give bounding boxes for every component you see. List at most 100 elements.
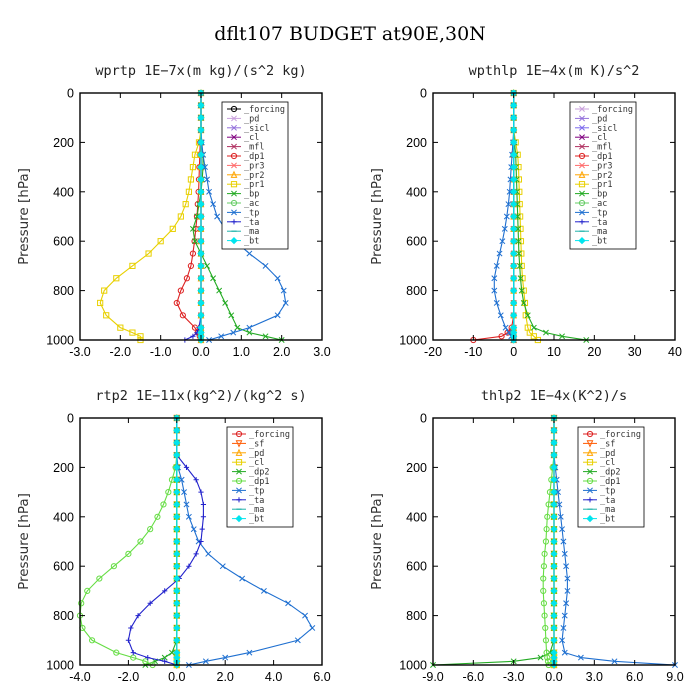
data-point	[197, 299, 205, 307]
legend-entry: _tp	[600, 486, 615, 496]
data-point	[510, 188, 518, 196]
x-tick-label: -2.0	[110, 345, 132, 359]
legend-marker	[230, 236, 238, 245]
legend-entry: _pd	[249, 449, 264, 459]
data-point	[205, 550, 212, 557]
y-tick-label: 200	[406, 136, 427, 150]
data-point	[559, 526, 566, 533]
x-tick-label: 4.0	[265, 670, 282, 684]
legend-entry: _pr1	[244, 180, 264, 190]
data-point	[561, 649, 568, 656]
y-tick-label: 400	[53, 185, 74, 199]
x-tick-label: 0	[510, 345, 517, 359]
data-point	[550, 451, 558, 459]
data-point	[309, 624, 316, 631]
data-point	[189, 250, 197, 257]
legend-entry: _tp	[249, 486, 264, 496]
data-point	[197, 311, 205, 319]
data-point	[157, 238, 164, 245]
legend-entry: _sf	[600, 439, 615, 449]
legend-marker	[231, 115, 237, 122]
legend-entry: _forcing	[244, 105, 285, 115]
legend-marker	[578, 181, 586, 188]
data-point	[101, 287, 108, 294]
legend-marker	[235, 459, 243, 466]
legend-entry: _ma	[592, 227, 607, 237]
data-point	[510, 114, 518, 122]
data-point	[493, 299, 500, 306]
data-point	[222, 654, 229, 661]
data-point	[517, 275, 524, 282]
legend-entry: _mfl	[592, 143, 612, 153]
data-point	[510, 249, 518, 258]
legend-entry: _dp2	[249, 468, 269, 478]
data-point	[537, 654, 544, 661]
legend-marker	[579, 124, 585, 131]
data-point	[561, 550, 568, 557]
legend-entry: _forcing	[249, 430, 290, 440]
y-tick-label: 0	[420, 412, 427, 426]
legend-entry: _pr3	[244, 161, 264, 171]
data-point	[510, 200, 518, 208]
legend-entry: _bt	[592, 237, 607, 247]
data-point	[510, 225, 518, 233]
data-point	[137, 538, 144, 545]
data-point	[129, 329, 136, 336]
data-point	[210, 275, 217, 282]
y-tick-label: 0	[67, 412, 74, 426]
legend-entry: _forcing	[600, 430, 641, 440]
data-point	[147, 600, 153, 606]
data-point	[183, 275, 190, 282]
legend-marker	[231, 190, 237, 197]
x-tick-label: 2.0	[217, 670, 234, 684]
x-tick-label: 10	[547, 345, 561, 359]
x-tick-label: 3.0	[586, 670, 603, 684]
legend-marker	[578, 152, 586, 160]
data-point	[173, 513, 181, 521]
legend-marker	[578, 236, 586, 245]
data-point	[540, 563, 548, 570]
data-point	[193, 551, 199, 557]
data-point	[493, 262, 500, 269]
legend-marker	[231, 124, 237, 131]
data-point	[516, 262, 523, 269]
data-point	[550, 611, 558, 620]
legend-entry: _ac	[592, 199, 607, 209]
legend-marker	[231, 209, 237, 216]
y-tick-label: 600	[53, 560, 74, 574]
data-point	[550, 426, 558, 434]
data-point	[84, 587, 91, 595]
data-point	[510, 286, 518, 295]
data-point	[169, 649, 175, 656]
legend-entry: _sf	[249, 439, 264, 449]
data-point	[145, 654, 151, 661]
legend-entry: _cl	[244, 133, 259, 143]
data-point	[219, 563, 226, 570]
data-point	[550, 476, 558, 484]
legend-marker	[236, 468, 242, 475]
legend-marker	[586, 514, 594, 523]
data-point	[505, 329, 512, 336]
data-point	[555, 489, 561, 496]
legend-marker	[587, 497, 593, 503]
legend-marker	[231, 134, 237, 141]
data-point	[197, 175, 205, 184]
data-point	[198, 538, 204, 545]
y-tick-label: 1000	[46, 334, 74, 348]
y-axis-label: Pressure [hPa]	[369, 493, 385, 590]
x-tick-label: 0.0	[168, 670, 185, 684]
data-point	[515, 238, 522, 245]
data-point	[530, 324, 537, 331]
data-point	[526, 329, 533, 336]
data-point	[510, 299, 518, 307]
legend-marker	[236, 487, 242, 494]
data-point	[173, 636, 181, 644]
data-point	[206, 188, 213, 195]
data-point	[173, 574, 181, 583]
data-point	[234, 324, 241, 331]
legend: _forcing_pd_sicl_cl_mfl_dp1_pr3_pr2_pr1_…	[221, 101, 289, 250]
x-tick-label: 20	[587, 345, 601, 359]
data-point	[560, 624, 567, 631]
data-point	[89, 637, 96, 644]
data-point	[282, 299, 289, 306]
